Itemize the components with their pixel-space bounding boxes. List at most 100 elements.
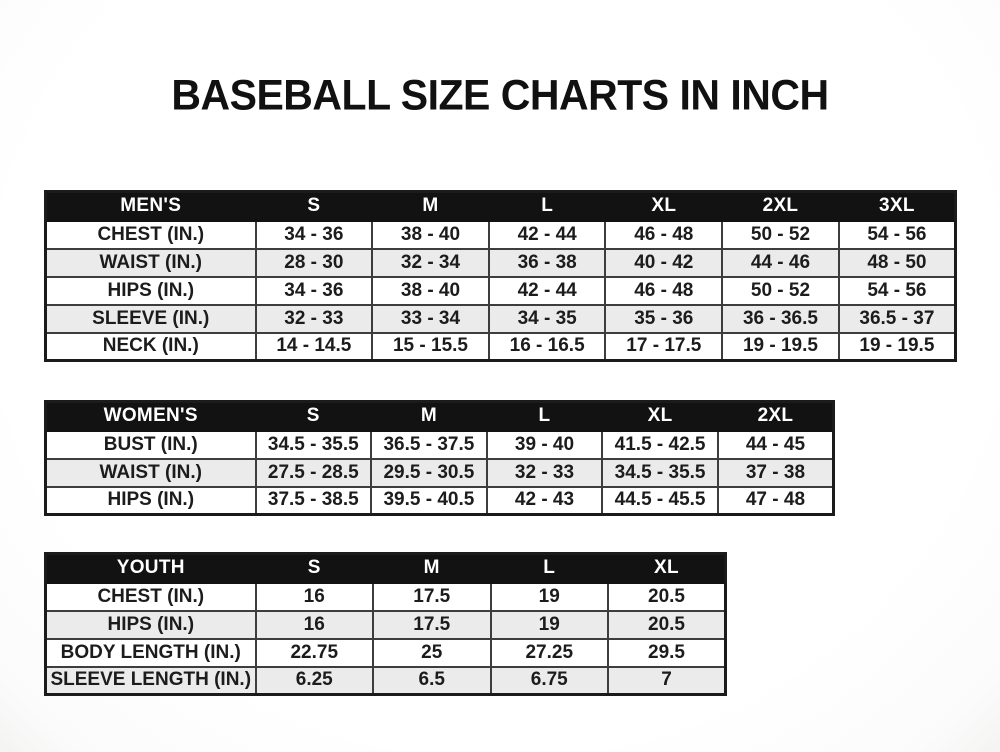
- mens-size-col-header-m: M: [371, 190, 490, 222]
- mens-size-value-cell: 32 - 33: [254, 303, 374, 334]
- mens-size-col-header-l: L: [487, 190, 607, 222]
- youth-size-value-cell: 22.75: [254, 637, 374, 668]
- mens-table-row: NECK (IN.) 14 - 14.5 15 - 15.5 16 - 16.5 17 …: [44, 331, 957, 362]
- mens-group-label: MEN'S: [44, 190, 257, 222]
- youth-size-table: YOUTH S M L XL CHEST (IN.) 16 17.5 19 20.5 HIPS (I…: [44, 552, 727, 696]
- mens-size-col-header-3xl: 3XL: [837, 190, 957, 222]
- mens-size-value-cell: 36 - 36.5: [721, 303, 840, 334]
- mens-size-value-cell: 44 - 46: [721, 247, 840, 278]
- womens-size-value-cell: 27.5 - 28.5: [254, 457, 373, 488]
- mens-size-table: MEN'S S M L XL 2XL 3XL CHEST (IN.) 34 - 36 38 - 4…: [44, 190, 957, 362]
- youth-size-value-cell: 16: [254, 581, 374, 612]
- mens-size-value-cell: 19 - 19.5: [721, 331, 840, 362]
- mens-size-value-cell: 36 - 38: [487, 247, 607, 278]
- youth-row-label: SLEEVE LENGTH (IN.): [44, 665, 257, 696]
- mens-size-value-cell: 34 - 35: [487, 303, 607, 334]
- womens-row-label: BUST (IN.): [44, 429, 257, 460]
- mens-size-value-cell: 42 - 44: [487, 219, 607, 250]
- youth-row-label: BODY LENGTH (IN.): [44, 637, 257, 668]
- mens-size-value-cell: 38 - 40: [371, 275, 490, 306]
- mens-size-value-cell: 50 - 52: [721, 219, 840, 250]
- womens-size-table: WOMEN'S S M L XL 2XL BUST (IN.) 34.5 - 35.5 36.5…: [44, 400, 835, 516]
- mens-row-label: NECK (IN.): [44, 331, 257, 362]
- womens-size-value-cell: 34.5 - 35.5: [254, 429, 373, 460]
- womens-table-row: WAIST (IN.) 27.5 - 28.5 29.5 - 30.5 32 - 33…: [44, 457, 835, 488]
- youth-size-col-header-m: M: [372, 552, 492, 584]
- mens-size-col-header-xl: XL: [604, 190, 724, 222]
- womens-size-value-cell: 42 - 43: [485, 485, 604, 516]
- youth-size-value-cell: 17.5: [372, 581, 492, 612]
- womens-row-label: WAIST (IN.): [44, 457, 257, 488]
- mens-size-value-cell: 46 - 48: [604, 219, 724, 250]
- youth-size-value-cell: 29.5: [607, 637, 727, 668]
- mens-size-value-cell: 16 - 16.5: [487, 331, 607, 362]
- womens-size-value-cell: 44.5 - 45.5: [601, 485, 719, 516]
- youth-size-value-cell: 20.5: [607, 609, 727, 640]
- mens-size-value-cell: 32 - 34: [371, 247, 490, 278]
- womens-size-value-cell: 37.5 - 38.5: [254, 485, 373, 516]
- mens-size-value-cell: 42 - 44: [487, 275, 607, 306]
- mens-table-row: WAIST (IN.) 28 - 30 32 - 34 36 - 38 40 - 42 4…: [44, 247, 957, 278]
- mens-size-value-cell: 40 - 42: [604, 247, 724, 278]
- youth-size-value-cell: 6.5: [372, 665, 492, 696]
- mens-table-row: CHEST (IN.) 34 - 36 38 - 40 42 - 44 46 - 48 5…: [44, 219, 957, 250]
- youth-row-label: HIPS (IN.): [44, 609, 257, 640]
- youth-table-row: SLEEVE LENGTH (IN.) 6.25 6.5 6.75 7: [44, 665, 727, 696]
- youth-size-value-cell: 19: [489, 609, 609, 640]
- mens-size-value-cell: 34 - 36: [254, 219, 374, 250]
- womens-size-col-header-l: L: [485, 400, 604, 432]
- womens-size-col-header-2xl: 2XL: [716, 400, 835, 432]
- mens-table-row: SLEEVE (IN.) 32 - 33 33 - 34 34 - 35 35 - 36…: [44, 303, 957, 334]
- youth-size-col-header-xl: XL: [607, 552, 727, 584]
- youth-header-row: YOUTH S M L XL: [44, 552, 727, 584]
- womens-size-value-cell: 47 - 48: [716, 485, 835, 516]
- youth-table-row: CHEST (IN.) 16 17.5 19 20.5: [44, 581, 727, 612]
- page-title: BASEBALL SIZE CHARTS IN INCH: [171, 71, 829, 119]
- youth-size-col-header-s: S: [254, 552, 374, 584]
- mens-size-value-cell: 38 - 40: [371, 219, 490, 250]
- mens-size-value-cell: 50 - 52: [721, 275, 840, 306]
- womens-size-value-cell: 29.5 - 30.5: [370, 457, 488, 488]
- youth-size-value-cell: 7: [607, 665, 727, 696]
- mens-header-row: MEN'S S M L XL 2XL 3XL: [44, 190, 957, 222]
- youth-size-value-cell: 6.75: [489, 665, 609, 696]
- mens-size-value-cell: 54 - 56: [837, 219, 957, 250]
- womens-size-value-cell: 39 - 40: [485, 429, 604, 460]
- womens-size-col-header-xl: XL: [601, 400, 719, 432]
- mens-size-value-cell: 19 - 19.5: [837, 331, 957, 362]
- mens-size-value-cell: 14 - 14.5: [254, 331, 374, 362]
- youth-size-value-cell: 20.5: [607, 581, 727, 612]
- mens-size-value-cell: 15 - 15.5: [371, 331, 490, 362]
- mens-row-label: WAIST (IN.): [44, 247, 257, 278]
- womens-row-label: HIPS (IN.): [44, 485, 257, 516]
- womens-group-label: WOMEN'S: [44, 400, 257, 432]
- womens-size-col-header-s: S: [254, 400, 373, 432]
- youth-group-label: YOUTH: [44, 552, 257, 584]
- mens-size-value-cell: 34 - 36: [254, 275, 374, 306]
- mens-size-value-cell: 54 - 56: [837, 275, 957, 306]
- mens-row-label: SLEEVE (IN.): [44, 303, 257, 334]
- womens-size-value-cell: 39.5 - 40.5: [370, 485, 488, 516]
- youth-size-value-cell: 27.25: [489, 637, 609, 668]
- youth-size-value-cell: 17.5: [372, 609, 492, 640]
- womens-header-row: WOMEN'S S M L XL 2XL: [44, 400, 835, 432]
- mens-size-value-cell: 33 - 34: [371, 303, 490, 334]
- youth-row-label: CHEST (IN.): [44, 581, 257, 612]
- womens-size-value-cell: 32 - 33: [485, 457, 604, 488]
- youth-size-value-cell: 6.25: [254, 665, 374, 696]
- womens-table-row: BUST (IN.) 34.5 - 35.5 36.5 - 37.5 39 - 40 4…: [44, 429, 835, 460]
- womens-size-value-cell: 44 - 45: [716, 429, 835, 460]
- youth-size-col-header-l: L: [489, 552, 609, 584]
- mens-size-col-header-s: S: [254, 190, 374, 222]
- mens-size-value-cell: 17 - 17.5: [604, 331, 724, 362]
- womens-size-value-cell: 37 - 38: [716, 457, 835, 488]
- mens-size-value-cell: 46 - 48: [604, 275, 724, 306]
- mens-table-row: HIPS (IN.) 34 - 36 38 - 40 42 - 44 46 - 48 50…: [44, 275, 957, 306]
- mens-size-col-header-2xl: 2XL: [721, 190, 840, 222]
- mens-size-value-cell: 35 - 36: [604, 303, 724, 334]
- youth-size-value-cell: 19: [489, 581, 609, 612]
- womens-size-value-cell: 41.5 - 42.5: [601, 429, 719, 460]
- mens-size-value-cell: 48 - 50: [837, 247, 957, 278]
- mens-size-value-cell: 36.5 - 37: [837, 303, 957, 334]
